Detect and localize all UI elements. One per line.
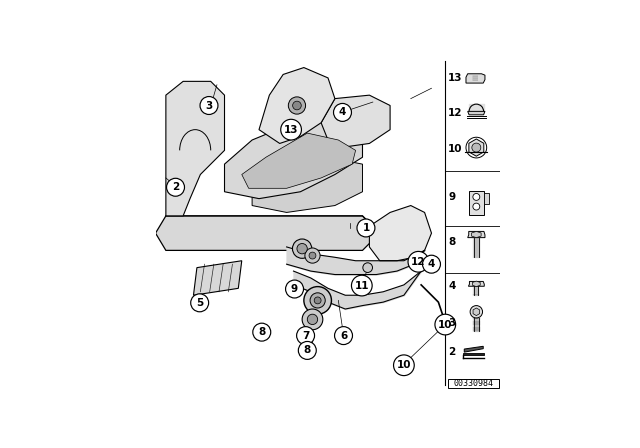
Circle shape bbox=[200, 96, 218, 115]
Circle shape bbox=[310, 293, 325, 308]
Circle shape bbox=[422, 255, 440, 273]
Text: 2: 2 bbox=[172, 182, 179, 192]
Text: 4: 4 bbox=[339, 108, 346, 117]
Polygon shape bbox=[252, 157, 362, 212]
Circle shape bbox=[363, 263, 372, 272]
Text: 7: 7 bbox=[302, 331, 309, 340]
Text: 2: 2 bbox=[448, 347, 455, 357]
Polygon shape bbox=[193, 261, 242, 295]
Text: 4: 4 bbox=[428, 259, 435, 269]
Circle shape bbox=[309, 252, 316, 259]
Polygon shape bbox=[472, 232, 481, 237]
Polygon shape bbox=[369, 206, 431, 261]
Text: 11: 11 bbox=[355, 280, 369, 291]
Text: 8: 8 bbox=[303, 345, 311, 355]
Polygon shape bbox=[468, 112, 485, 115]
Circle shape bbox=[333, 103, 351, 121]
Text: 8: 8 bbox=[448, 237, 455, 247]
Text: 13: 13 bbox=[284, 125, 298, 135]
Circle shape bbox=[408, 251, 429, 272]
Polygon shape bbox=[166, 82, 225, 216]
Ellipse shape bbox=[292, 101, 301, 110]
Circle shape bbox=[473, 203, 480, 210]
Circle shape bbox=[473, 194, 480, 200]
Circle shape bbox=[435, 314, 456, 335]
Circle shape bbox=[305, 248, 320, 263]
Ellipse shape bbox=[289, 97, 305, 114]
Text: 12: 12 bbox=[411, 257, 426, 267]
Circle shape bbox=[394, 355, 414, 375]
Text: 10: 10 bbox=[448, 144, 463, 154]
Circle shape bbox=[335, 327, 353, 345]
Circle shape bbox=[297, 244, 307, 254]
Polygon shape bbox=[321, 95, 390, 147]
Polygon shape bbox=[156, 216, 380, 250]
Text: 10: 10 bbox=[397, 360, 411, 370]
Text: ▦: ▦ bbox=[471, 74, 478, 81]
Polygon shape bbox=[225, 116, 362, 198]
Text: 12: 12 bbox=[448, 108, 463, 118]
Circle shape bbox=[351, 275, 372, 296]
Circle shape bbox=[253, 323, 271, 341]
Text: 9: 9 bbox=[448, 192, 455, 202]
Circle shape bbox=[442, 321, 449, 328]
Circle shape bbox=[296, 327, 314, 345]
Text: 9: 9 bbox=[291, 284, 298, 294]
Circle shape bbox=[357, 219, 375, 237]
Circle shape bbox=[472, 143, 481, 152]
Text: 8: 8 bbox=[258, 327, 266, 337]
FancyBboxPatch shape bbox=[448, 379, 499, 388]
Circle shape bbox=[302, 309, 323, 330]
Polygon shape bbox=[469, 139, 484, 156]
Text: 00330984: 00330984 bbox=[454, 379, 493, 388]
Circle shape bbox=[304, 287, 332, 314]
Polygon shape bbox=[466, 74, 485, 83]
Polygon shape bbox=[468, 281, 484, 286]
Text: 4: 4 bbox=[448, 281, 456, 291]
Circle shape bbox=[281, 119, 301, 140]
Text: 10: 10 bbox=[438, 319, 452, 330]
Circle shape bbox=[191, 294, 209, 312]
Circle shape bbox=[292, 239, 312, 258]
FancyBboxPatch shape bbox=[468, 191, 484, 215]
Text: 5: 5 bbox=[196, 298, 204, 308]
Circle shape bbox=[470, 306, 483, 318]
Polygon shape bbox=[259, 68, 335, 143]
Circle shape bbox=[298, 341, 316, 359]
Circle shape bbox=[314, 297, 321, 304]
Text: 3: 3 bbox=[448, 318, 455, 328]
Polygon shape bbox=[463, 353, 484, 354]
Circle shape bbox=[307, 314, 317, 324]
Text: 3: 3 bbox=[205, 100, 212, 111]
Polygon shape bbox=[473, 308, 479, 315]
Text: 1: 1 bbox=[362, 223, 369, 233]
Circle shape bbox=[285, 280, 303, 298]
Text: 13: 13 bbox=[448, 73, 463, 83]
Text: 6: 6 bbox=[340, 331, 347, 340]
Polygon shape bbox=[472, 281, 480, 287]
Polygon shape bbox=[242, 133, 356, 188]
Polygon shape bbox=[468, 232, 485, 237]
Polygon shape bbox=[464, 346, 483, 352]
FancyBboxPatch shape bbox=[484, 194, 489, 204]
Circle shape bbox=[166, 178, 184, 196]
